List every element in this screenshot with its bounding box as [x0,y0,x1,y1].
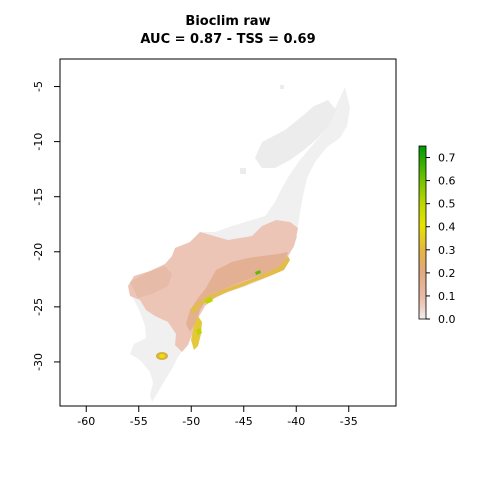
color-legend: 0.0 0.1 0.2 0.3 0.4 0.5 0.6 0.7 [418,145,456,326]
x-axis: -60 -55 -50 -45 -40 -35 [77,405,358,428]
low-suitability-patch-north [250,220,298,240]
high-suitability-ridge [191,316,202,350]
y-tick-label: -30 [32,353,45,371]
peak-suitability-spot-1 [205,297,213,304]
map-layers [128,85,350,402]
map-title: Bioclim raw [185,14,270,29]
peak-suitability-spot-2 [196,328,202,335]
northern-coast-band [255,100,336,168]
x-tick-label: -50 [182,415,200,428]
legend-tick-label: 0.3 [438,244,456,257]
y-tick-label: -10 [32,133,45,151]
y-tick-label: -25 [32,298,45,316]
x-tick-label: -45 [235,415,253,428]
legend-tick-label: 0.4 [438,221,456,234]
legend-tick-label: 0.2 [438,267,456,280]
legend-tick-label: 0.6 [438,175,456,188]
peak-suitability-spot-3 [255,270,261,275]
x-tick-label: -35 [340,415,358,428]
lagoon-suitability-core [159,354,165,358]
y-tick-label: -20 [32,243,45,261]
legend-tick-label: 0.0 [438,313,456,326]
y-tick-label: -5 [32,81,45,92]
x-tick-label: -40 [287,415,305,428]
islet-mark-1 [240,168,246,174]
medium-suitability-area [186,252,288,332]
legend-tick-label: 0.5 [438,198,456,211]
y-tick-label: -15 [32,188,45,206]
high-suitability-band [190,256,290,314]
x-tick-label: -55 [130,415,148,428]
legend-tick-label: 0.7 [438,152,456,165]
legend-color-bar [418,145,427,320]
map-subtitle: AUC = 0.87 - TSS = 0.69 [140,32,315,47]
islet-mark-2 [280,85,284,89]
legend-tick-label: 0.1 [438,290,456,303]
y-axis: -5 -10 -15 -20 -25 -30 [32,81,61,371]
medium-suitability-patch-west [130,266,172,298]
x-tick-label: -60 [77,415,95,428]
